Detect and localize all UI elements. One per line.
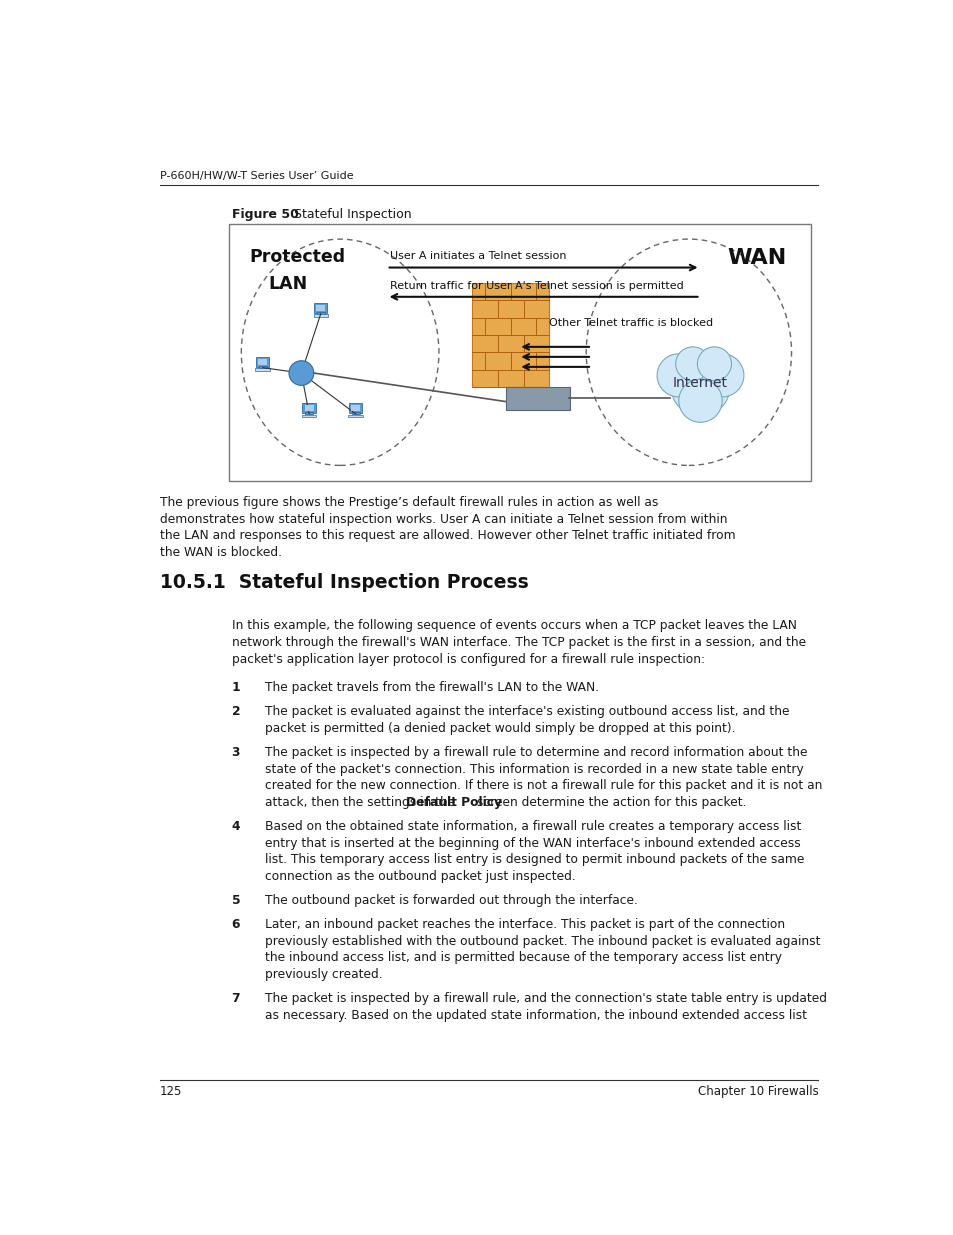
FancyBboxPatch shape — [257, 359, 267, 366]
FancyBboxPatch shape — [351, 405, 360, 411]
FancyBboxPatch shape — [315, 305, 325, 311]
Text: Chapter 10 Firewalls: Chapter 10 Firewalls — [697, 1086, 818, 1098]
Text: In this example, the following sequence of events occurs when a TCP packet leave: In this example, the following sequence … — [232, 620, 796, 632]
Text: User A initiates a Telnet session: User A initiates a Telnet session — [390, 252, 566, 262]
Text: Internet: Internet — [672, 375, 727, 390]
Ellipse shape — [585, 240, 791, 466]
Text: list. This temporary access list entry is designed to permit inbound packets of : list. This temporary access list entry i… — [265, 853, 803, 866]
Text: Protected: Protected — [249, 248, 345, 267]
Text: 4: 4 — [232, 820, 240, 834]
Text: The outbound packet is forwarded out through the interface.: The outbound packet is forwarded out thr… — [265, 894, 638, 906]
Text: 6: 6 — [232, 918, 240, 931]
Text: demonstrates how stateful inspection works. User A can initiate a Telnet session: demonstrates how stateful inspection wor… — [159, 513, 726, 526]
Text: 3: 3 — [232, 746, 240, 760]
Text: WAN: WAN — [727, 248, 786, 268]
Text: 5: 5 — [232, 894, 240, 906]
Text: The packet travels from the firewall's LAN to the WAN.: The packet travels from the firewall's L… — [265, 680, 598, 694]
Text: Default Policy: Default Policy — [406, 795, 501, 809]
Text: previously established with the outbound packet. The inbound packet is evaluated: previously established with the outbound… — [265, 935, 820, 947]
Text: as necessary. Based on the updated state information, the inbound extended acces: as necessary. Based on the updated state… — [265, 1009, 806, 1021]
FancyBboxPatch shape — [304, 405, 314, 411]
Ellipse shape — [241, 240, 438, 466]
FancyBboxPatch shape — [305, 412, 313, 414]
Circle shape — [657, 353, 700, 396]
Text: 1: 1 — [232, 680, 240, 694]
FancyBboxPatch shape — [314, 315, 328, 317]
Text: network through the firewall's WAN interface. The TCP packet is the first in a s: network through the firewall's WAN inter… — [232, 636, 805, 650]
Text: 7: 7 — [232, 992, 240, 1005]
Text: Return traffic for User A's Telnet session is permitted: Return traffic for User A's Telnet sessi… — [390, 282, 683, 291]
Bar — [472, 283, 549, 387]
Text: created for the new connection. If there is not a firewall rule for this packet : created for the new connection. If there… — [265, 779, 821, 792]
FancyBboxPatch shape — [301, 415, 316, 417]
FancyBboxPatch shape — [302, 404, 315, 414]
Text: Based on the obtained state information, a firewall rule creates a temporary acc: Based on the obtained state information,… — [265, 820, 801, 834]
Text: the inbound access list, and is permitted because of the temporary access list e: the inbound access list, and is permitte… — [265, 951, 781, 965]
Circle shape — [670, 358, 729, 416]
Text: Figure 50: Figure 50 — [232, 209, 298, 221]
FancyBboxPatch shape — [352, 412, 359, 414]
Text: ​ screen determine the action for this packet.: ​ screen determine the action for this p… — [473, 795, 746, 809]
FancyBboxPatch shape — [255, 368, 270, 370]
Text: LAN: LAN — [268, 275, 307, 293]
Text: 125: 125 — [159, 1086, 182, 1098]
Text: entry that is inserted at the beginning of the WAN interface's inbound extended : entry that is inserted at the beginning … — [265, 836, 800, 850]
Circle shape — [289, 361, 314, 385]
FancyBboxPatch shape — [349, 404, 362, 414]
Bar — [229, 224, 810, 480]
Text: packet is permitted (a denied packet would simply be dropped at this point).: packet is permitted (a denied packet wou… — [265, 721, 735, 735]
Text: The packet is inspected by a firewall rule, and the connection's state table ent: The packet is inspected by a firewall ru… — [265, 992, 826, 1005]
Text: The previous figure shows the Prestige’s default firewall rules in action as wel: The previous figure shows the Prestige’s… — [159, 496, 658, 509]
FancyBboxPatch shape — [348, 415, 362, 417]
Text: The packet is inspected by a firewall rule to determine and record information a: The packet is inspected by a firewall ru… — [265, 746, 806, 760]
FancyBboxPatch shape — [314, 303, 327, 314]
Text: Other Telnet traffic is blocked: Other Telnet traffic is blocked — [549, 319, 713, 329]
Text: previously created.: previously created. — [265, 968, 382, 981]
Circle shape — [697, 347, 731, 380]
Circle shape — [679, 379, 721, 422]
Circle shape — [675, 347, 709, 380]
Text: attack, then the settings in the  ​: attack, then the settings in the ​ — [265, 795, 462, 809]
Text: packet's application layer protocol is configured for a firewall rule inspection: packet's application layer protocol is c… — [232, 652, 704, 666]
Circle shape — [700, 353, 743, 396]
Text: The packet is evaluated against the interface's existing outbound access list, a: The packet is evaluated against the inte… — [265, 705, 789, 719]
Text: Stateful Inspection: Stateful Inspection — [282, 209, 411, 221]
FancyBboxPatch shape — [255, 357, 269, 367]
Text: state of the packet's connection. This information is recorded in a new state ta: state of the packet's connection. This i… — [265, 763, 802, 776]
Text: P-660H/HW/W-T Series User’ Guide: P-660H/HW/W-T Series User’ Guide — [159, 170, 353, 180]
FancyBboxPatch shape — [316, 311, 324, 314]
FancyBboxPatch shape — [505, 387, 569, 410]
Text: Later, an inbound packet reaches the interface. This packet is part of the conne: Later, an inbound packet reaches the int… — [265, 918, 784, 931]
Text: the LAN and responses to this request are allowed. However other Telnet traffic : the LAN and responses to this request ar… — [159, 530, 735, 542]
Text: the WAN is blocked.: the WAN is blocked. — [159, 546, 281, 559]
Text: 2: 2 — [232, 705, 240, 719]
FancyBboxPatch shape — [258, 366, 266, 368]
Text: 10.5.1  Stateful Inspection Process: 10.5.1 Stateful Inspection Process — [159, 573, 528, 593]
Text: connection as the outbound packet just inspected.: connection as the outbound packet just i… — [265, 869, 575, 883]
